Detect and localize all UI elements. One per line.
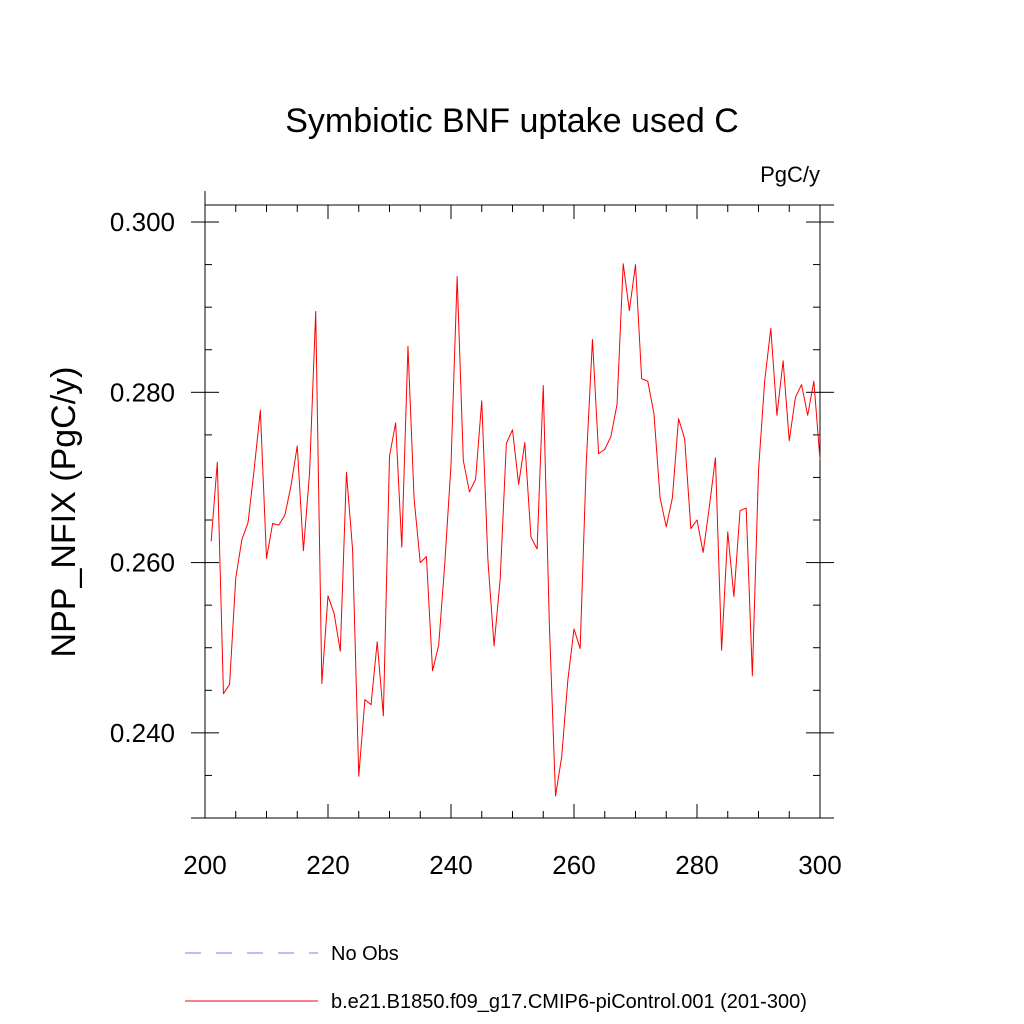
x-tick-label: 220 xyxy=(306,850,349,880)
x-axis: 200 220 240 260 280 300 xyxy=(183,205,842,880)
legend: No Obs b.e21.B1850.f09_g17.CMIP6-piContr… xyxy=(185,943,807,1013)
legend-label-no-obs: No Obs xyxy=(331,943,399,965)
x-tick-label: 240 xyxy=(429,850,472,880)
series-line-1 xyxy=(210,263,821,797)
x-tick-label: 260 xyxy=(552,850,595,880)
y-axis-label: NPP_NFIX (PgC/y) xyxy=(45,367,83,658)
legend-label-picontrol: b.e21.B1850.f09_g17.CMIP6-piControl.001 … xyxy=(331,991,807,1013)
y-tick-label: 0.240 xyxy=(110,718,175,748)
y-tick-label: 0.280 xyxy=(110,377,175,407)
y-axis: 0.240 0.260 0.280 0.300 xyxy=(110,191,834,819)
plot-frame xyxy=(204,204,821,819)
y-tick-label: 0.260 xyxy=(110,548,175,578)
plot-border xyxy=(204,204,821,819)
chart-title: Symbiotic BNF uptake used C xyxy=(285,102,739,140)
x-tick-label: 280 xyxy=(675,850,718,880)
units-label: PgC/y xyxy=(760,162,820,187)
series-layer xyxy=(210,263,821,797)
x-tick-label: 200 xyxy=(183,850,226,880)
x-tick-label: 300 xyxy=(798,850,841,880)
y-tick-label: 0.300 xyxy=(110,207,175,237)
